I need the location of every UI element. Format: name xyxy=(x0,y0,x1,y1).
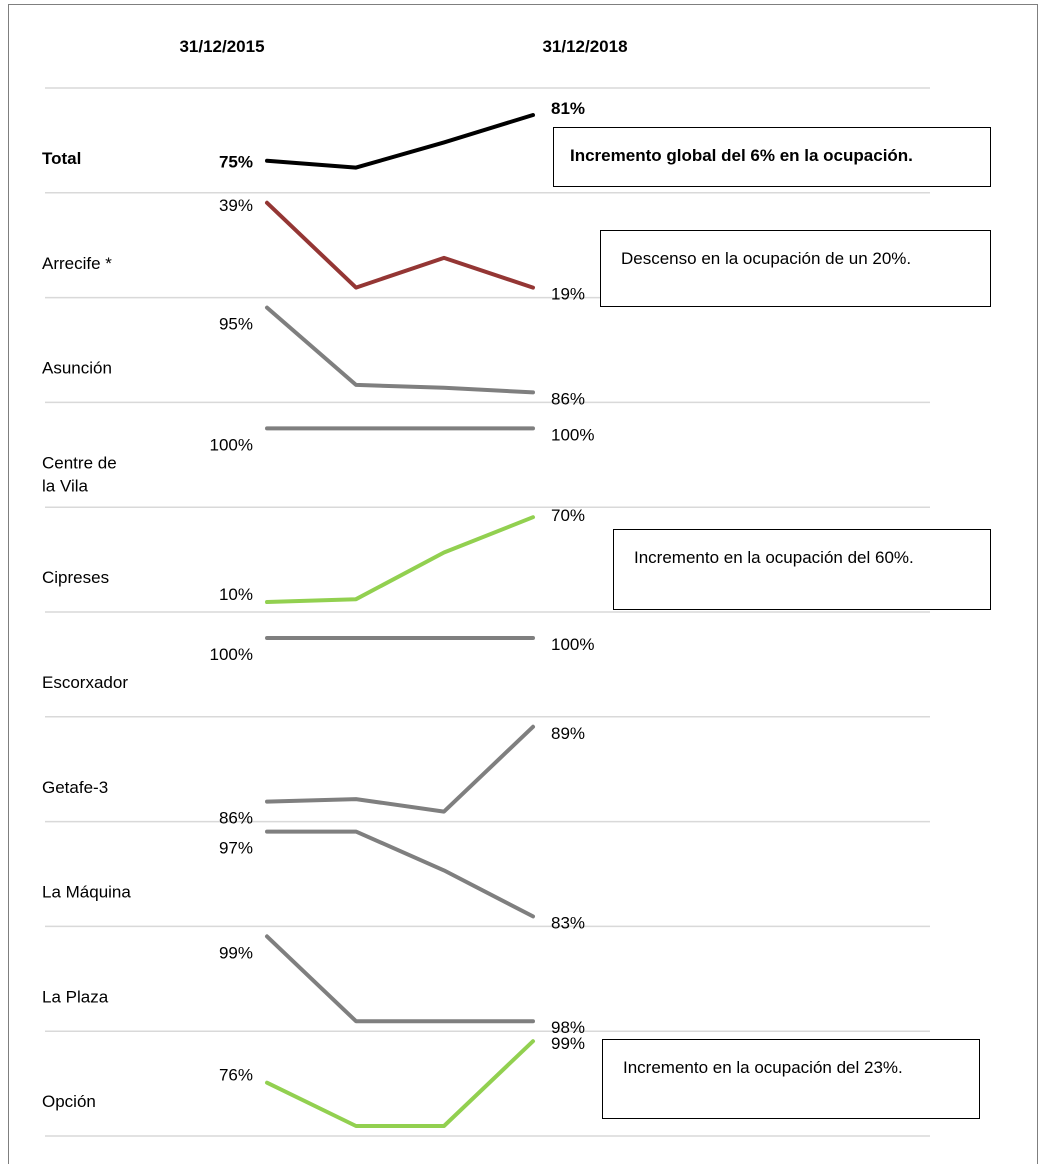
series-label-la-maquina: La Máquina xyxy=(42,883,131,902)
annotation-cipreses: Incremento en la ocupación del 60%. xyxy=(613,529,991,610)
end-value-opcion: 99% xyxy=(551,1034,585,1053)
start-value-arrecife: 39% xyxy=(219,196,253,215)
annotation-opcion-text: Incremento en la ocupación del 23%. xyxy=(623,1058,903,1077)
annotation-arrecife-text: Descenso en la ocupación de un 20%. xyxy=(621,249,912,268)
x-end-label: 31/12/2018 xyxy=(542,37,627,56)
series-label-centre-de-la-vila: Centre de xyxy=(42,453,117,472)
end-value-escorxador: 100% xyxy=(551,635,594,654)
start-value-la-maquina: 97% xyxy=(219,839,253,858)
series-label-la-plaza: La Plaza xyxy=(42,987,109,1006)
annotation-opcion: Incremento en la ocupación del 23%. xyxy=(602,1039,980,1119)
start-value-total: 75% xyxy=(219,153,253,172)
start-value-opcion: 76% xyxy=(219,1066,253,1085)
series-label-total: Total xyxy=(42,149,81,168)
series-line-asuncion xyxy=(265,305,535,395)
series-label-escorxador: Escorxador xyxy=(42,673,128,692)
start-value-cipreses: 10% xyxy=(219,585,253,604)
series-label-arrecife: Arrecife * xyxy=(42,254,112,273)
series-line-la-plaza xyxy=(265,934,535,1024)
annotation-arrecife: Descenso en la ocupación de un 20%. xyxy=(600,230,991,307)
end-value-total: 81% xyxy=(551,99,585,118)
end-value-la-plaza: 98% xyxy=(551,1018,585,1037)
series-line-opcion xyxy=(265,1039,535,1128)
series-line-getafe-3 xyxy=(265,724,535,814)
start-value-centre-de-la-vila: 100% xyxy=(210,435,253,454)
start-value-la-plaza: 99% xyxy=(219,943,253,962)
series-label-cipreses: Cipreses xyxy=(42,568,109,587)
annotation-total: Incremento global del 6% en la ocupación… xyxy=(553,127,991,187)
end-value-centre-de-la-vila: 100% xyxy=(551,425,594,444)
end-value-arrecife: 19% xyxy=(551,285,585,304)
start-value-asuncion: 95% xyxy=(219,315,253,334)
chart-frame xyxy=(8,4,1038,1164)
end-value-la-maquina: 83% xyxy=(551,913,585,932)
series-line-arrecife xyxy=(265,200,535,290)
start-value-getafe-3: 86% xyxy=(219,809,253,828)
start-value-escorxador: 100% xyxy=(210,645,253,664)
series-label-asuncion: Asunción xyxy=(42,359,112,378)
series-label-opcion: Opción xyxy=(42,1092,96,1111)
x-start-label: 31/12/2015 xyxy=(179,37,264,56)
end-value-asuncion: 86% xyxy=(551,389,585,408)
series-line-cipreses xyxy=(265,515,535,604)
end-value-getafe-3: 89% xyxy=(551,724,585,743)
series-label-centre-de-la-vila: la Vila xyxy=(42,476,89,495)
annotation-total-text: Incremento global del 6% en la ocupación… xyxy=(570,146,913,165)
series-line-la-maquina xyxy=(265,829,535,919)
series-line-total xyxy=(265,113,535,170)
series-label-getafe-3: Getafe-3 xyxy=(42,778,108,797)
end-value-cipreses: 70% xyxy=(551,506,585,525)
annotation-cipreses-text: Incremento en la ocupación del 60%. xyxy=(634,548,914,567)
